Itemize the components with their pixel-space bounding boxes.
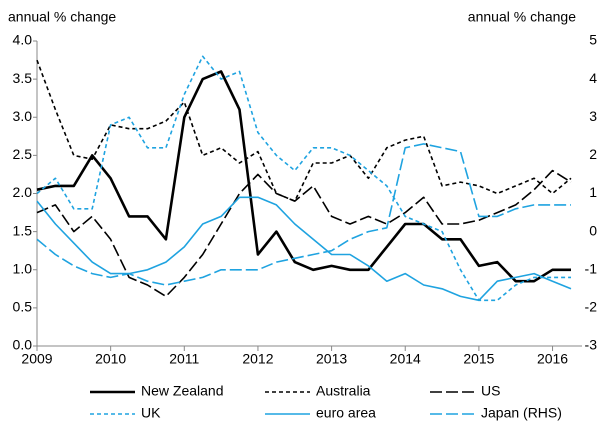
legend-label: New Zealand (141, 383, 224, 399)
legend-label: euro area (316, 405, 376, 421)
y-tick-label: 2.0 (13, 184, 33, 200)
x-tick-label: 2013 (316, 351, 347, 367)
y-tick-label: 3.5 (13, 70, 33, 86)
legend-label: Australia (316, 383, 371, 399)
x-tick-label: 2012 (242, 351, 273, 367)
y-tick-label: 0.5 (13, 299, 33, 315)
y2-tick-label: -2 (585, 299, 598, 315)
y2-tick-label: -1 (585, 260, 598, 276)
legend-label: Japan (RHS) (481, 405, 562, 421)
series-line (36, 196, 572, 302)
x-tick-label: 2015 (463, 351, 494, 367)
y2-tick-label: -3 (585, 337, 598, 353)
x-tick-label: 2011 (169, 351, 199, 367)
y2-tick-label: 1 (589, 184, 597, 200)
y2-axis-label: annual % change (468, 9, 576, 25)
y-tick-label: 0.0 (13, 337, 33, 353)
x-tick-label: 2016 (537, 351, 568, 367)
y-tick-label: 2.5 (13, 146, 33, 162)
y2-tick-label: 5 (589, 32, 597, 48)
y2-tick-label: 2 (589, 146, 597, 162)
x-tick-label: 2009 (21, 351, 52, 367)
legend-label: US (481, 383, 500, 399)
x-tick-label: 2014 (390, 351, 421, 367)
series-line (36, 169, 572, 298)
y2-tick-label: 4 (589, 70, 597, 86)
y-tick-label: 1.0 (13, 260, 33, 276)
y2-tick-label: 3 (589, 108, 597, 124)
y2-tick-label: 0 (589, 222, 597, 238)
y-tick-label: 4.0 (13, 32, 33, 48)
legend-label: UK (141, 405, 161, 421)
y-axis-label: annual % change (8, 9, 116, 25)
series-line (36, 70, 571, 283)
y-tick-label: 1.5 (13, 222, 33, 238)
x-tick-label: 2010 (95, 351, 126, 367)
y-tick-label: 3.0 (13, 108, 33, 124)
series-line (36, 59, 572, 202)
series-line (36, 143, 571, 286)
